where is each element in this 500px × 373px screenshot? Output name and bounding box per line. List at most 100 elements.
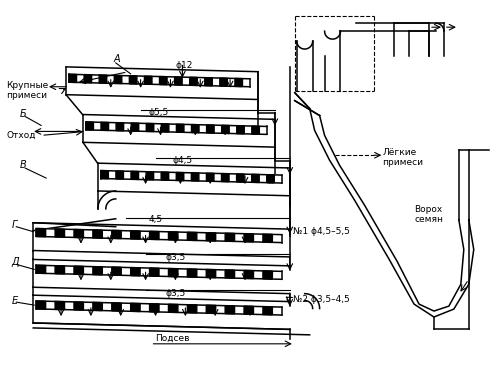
Text: примеси: примеси — [6, 91, 48, 100]
Polygon shape — [205, 78, 212, 86]
Polygon shape — [69, 74, 250, 87]
Polygon shape — [263, 271, 272, 279]
Polygon shape — [74, 229, 84, 238]
Polygon shape — [150, 304, 159, 312]
Polygon shape — [69, 74, 76, 82]
Polygon shape — [114, 75, 122, 84]
Polygon shape — [244, 306, 254, 314]
Text: ϕ12: ϕ12 — [176, 62, 193, 70]
Polygon shape — [150, 268, 159, 276]
Text: примеси: примеси — [382, 158, 424, 167]
Polygon shape — [192, 173, 199, 181]
Polygon shape — [168, 232, 178, 240]
Polygon shape — [130, 76, 137, 84]
Polygon shape — [176, 172, 184, 181]
Polygon shape — [116, 123, 124, 131]
Polygon shape — [93, 267, 102, 275]
Polygon shape — [168, 304, 178, 313]
Polygon shape — [206, 233, 216, 241]
Text: Б: Б — [20, 109, 26, 119]
Polygon shape — [222, 125, 229, 134]
Text: Подсев: Подсев — [156, 334, 190, 344]
Polygon shape — [168, 269, 178, 277]
Polygon shape — [36, 229, 282, 242]
Text: А: А — [114, 54, 120, 64]
Text: Крупные: Крупные — [6, 81, 48, 90]
Polygon shape — [131, 123, 138, 131]
Text: ϕ3,5: ϕ3,5 — [166, 253, 186, 262]
Polygon shape — [130, 267, 140, 276]
Text: Г: Г — [12, 220, 16, 230]
Polygon shape — [236, 174, 244, 182]
Polygon shape — [220, 78, 228, 86]
Polygon shape — [36, 265, 282, 279]
Polygon shape — [144, 76, 152, 84]
Polygon shape — [130, 303, 140, 311]
Polygon shape — [93, 230, 102, 238]
Polygon shape — [188, 269, 197, 277]
Polygon shape — [266, 175, 274, 183]
Polygon shape — [99, 75, 106, 83]
Polygon shape — [86, 122, 94, 130]
Polygon shape — [55, 301, 64, 310]
Polygon shape — [86, 122, 267, 134]
Polygon shape — [146, 123, 154, 132]
Polygon shape — [225, 306, 234, 314]
Text: Д: Д — [12, 257, 19, 267]
Text: В: В — [20, 160, 26, 170]
Polygon shape — [263, 307, 272, 315]
Polygon shape — [84, 75, 92, 83]
Polygon shape — [235, 78, 242, 87]
Polygon shape — [188, 305, 197, 313]
Polygon shape — [101, 170, 108, 179]
Polygon shape — [252, 126, 260, 134]
Text: Е: Е — [12, 296, 18, 306]
Polygon shape — [112, 303, 121, 311]
Text: ϕ5,5: ϕ5,5 — [148, 108, 169, 117]
Text: Лёгкие: Лёгкие — [382, 148, 416, 157]
Polygon shape — [174, 77, 182, 85]
Polygon shape — [244, 234, 254, 242]
Polygon shape — [93, 303, 102, 311]
Polygon shape — [74, 302, 84, 310]
Text: №1 ϕ4,5–5,5: №1 ϕ4,5–5,5 — [293, 227, 350, 236]
Polygon shape — [161, 172, 168, 180]
Polygon shape — [36, 301, 46, 309]
Polygon shape — [176, 124, 184, 132]
Polygon shape — [131, 171, 138, 179]
Polygon shape — [244, 270, 254, 279]
Polygon shape — [192, 125, 199, 133]
Polygon shape — [206, 305, 216, 313]
Text: ϕ3,5: ϕ3,5 — [166, 289, 186, 298]
Polygon shape — [74, 266, 84, 275]
Polygon shape — [36, 229, 46, 237]
Polygon shape — [116, 171, 124, 179]
Polygon shape — [162, 124, 169, 132]
Polygon shape — [236, 126, 244, 134]
Text: семян: семян — [414, 215, 443, 224]
Text: 4,5: 4,5 — [148, 215, 162, 224]
Polygon shape — [150, 231, 159, 239]
Polygon shape — [112, 267, 121, 275]
Polygon shape — [252, 174, 259, 182]
Polygon shape — [146, 172, 154, 180]
Polygon shape — [190, 77, 197, 85]
Polygon shape — [101, 170, 282, 183]
Text: Отход: Отход — [6, 131, 36, 140]
Polygon shape — [101, 122, 108, 131]
Polygon shape — [263, 234, 272, 242]
Polygon shape — [36, 301, 282, 315]
Text: №2 ϕ3,5–4,5: №2 ϕ3,5–4,5 — [293, 295, 350, 304]
Polygon shape — [225, 270, 234, 278]
Text: Ворох: Ворох — [414, 205, 442, 214]
Text: ϕ4,5: ϕ4,5 — [172, 156, 193, 165]
Polygon shape — [222, 173, 229, 182]
Polygon shape — [160, 76, 167, 85]
Polygon shape — [206, 173, 214, 181]
Polygon shape — [36, 265, 46, 273]
Polygon shape — [130, 231, 140, 239]
Polygon shape — [55, 266, 64, 274]
Polygon shape — [112, 231, 121, 239]
Polygon shape — [206, 125, 214, 133]
Polygon shape — [225, 233, 234, 241]
